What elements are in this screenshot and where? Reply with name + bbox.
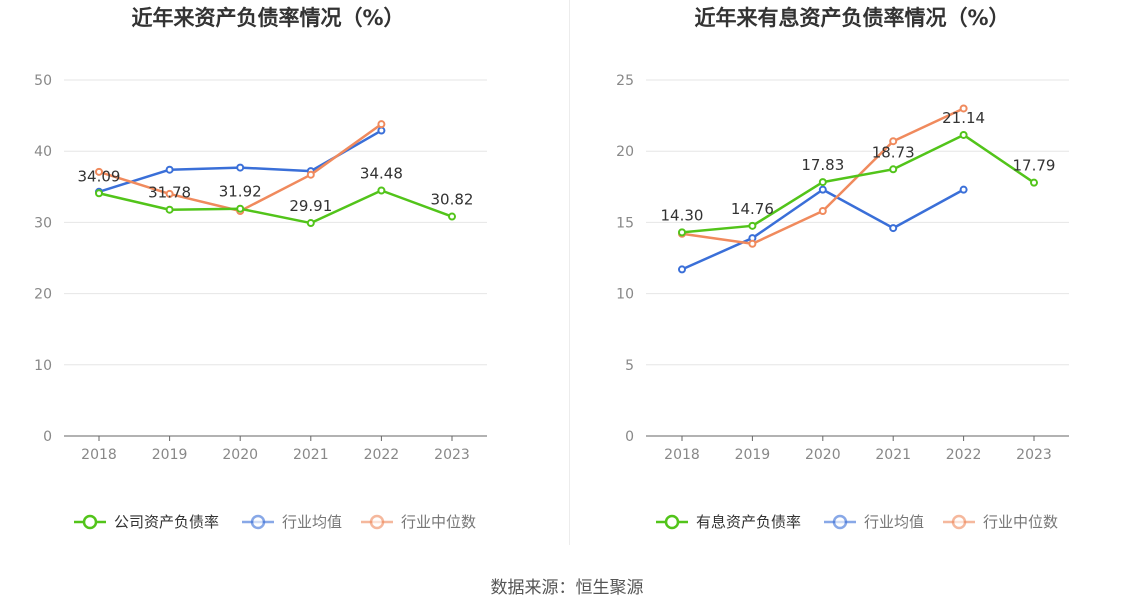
chart1-series-point-1 xyxy=(236,204,245,213)
chart1-legend-label-1: 公司资产负债率 xyxy=(114,513,219,531)
chart2-x-tick-label: 2022 xyxy=(946,447,982,463)
chart1-y-tick-label: 50 xyxy=(34,73,52,89)
chart1-series-point-3 xyxy=(95,167,103,176)
chart2-series-line-3 xyxy=(681,107,965,246)
chart2-series-point-1 xyxy=(678,228,686,237)
panel-divider xyxy=(569,0,570,545)
chart1-series-point-1 xyxy=(377,186,386,195)
chart2-y-tick-label: 5 xyxy=(625,358,634,374)
chart1-series-line-1 xyxy=(98,189,453,225)
chart1-x-tick-label: 2023 xyxy=(434,447,470,463)
chart2-series-point-2 xyxy=(959,185,968,194)
chart1-series-point-2 xyxy=(236,163,245,172)
chart2-data-label: 17.83 xyxy=(801,156,844,174)
chart1-series-point-3 xyxy=(377,120,386,129)
chart2-series-line-1 xyxy=(681,133,1035,234)
chart1-legend-marker-2 xyxy=(250,514,266,530)
chart2-series-point-2 xyxy=(889,224,898,233)
chart1-y-tick-label: 40 xyxy=(34,144,52,160)
chart1-data-label: 34.48 xyxy=(360,165,403,183)
chart2-series-point-1 xyxy=(959,130,968,139)
chart1-x-tick-label: 2021 xyxy=(293,447,329,463)
chart1-y-tick-label: 0 xyxy=(43,429,52,445)
chart2-y-tick-label: 20 xyxy=(616,144,634,160)
chart2-y-tick-label: 0 xyxy=(625,429,634,445)
chart1-series-point-2 xyxy=(165,165,174,174)
chart1-series-point-1 xyxy=(95,189,103,198)
chart1-legend-label-2: 行业均值 xyxy=(282,513,342,531)
chart1-y-tick-label: 20 xyxy=(34,287,52,303)
chart2-series-point-2 xyxy=(678,265,686,274)
chart2-legend-marker-1 xyxy=(664,514,680,530)
chart2-data-label: 17.79 xyxy=(1013,157,1056,175)
chart1-legend-marker-1 xyxy=(82,514,98,530)
chart1-legend-marker-3 xyxy=(369,514,385,530)
chart1-series-point-3 xyxy=(165,189,174,198)
chart2-series-point-3 xyxy=(889,137,898,146)
chart1-data-label: 31.78 xyxy=(148,184,191,202)
chart2-data-label: 18.73 xyxy=(872,143,915,161)
chart2-x-tick-label: 2019 xyxy=(735,447,771,463)
chart1-data-label: 30.82 xyxy=(431,191,474,209)
chart1-x-tick-label: 2018 xyxy=(81,447,117,463)
chart2-legend-marker-3 xyxy=(951,514,967,530)
chart2-series-point-1 xyxy=(889,165,898,174)
chart1-y-tick-label: 30 xyxy=(34,215,52,231)
chart2-series-point-3 xyxy=(748,239,757,248)
chart1-x-tick-label: 2020 xyxy=(222,447,258,463)
chart2-series-point-2 xyxy=(818,185,827,194)
chart2-data-label: 14.76 xyxy=(731,200,774,218)
chart1-x-tick-label: 2022 xyxy=(364,447,400,463)
chart2-legend-label-2: 行业均值 xyxy=(864,513,924,531)
chart2-y-tick-label: 25 xyxy=(616,73,634,89)
chart2-x-tick-label: 2021 xyxy=(875,447,911,463)
chart1-series-point-2 xyxy=(377,126,386,135)
chart1-x-tick-label: 2019 xyxy=(152,447,188,463)
chart2-legend-marker-2 xyxy=(832,514,848,530)
chart2-legend-label-3: 行业中位数 xyxy=(983,513,1058,531)
source-text: 数据来源：恒生聚源 xyxy=(490,578,644,598)
chart2-data-label: 21.14 xyxy=(942,109,985,127)
chart2-x-tick-label: 2020 xyxy=(805,447,841,463)
chart2-x-tick-label: 2023 xyxy=(1016,447,1052,463)
chart1-data-label: 31.92 xyxy=(219,183,262,201)
chart2-series-point-1 xyxy=(748,221,757,230)
chart2-series-point-1 xyxy=(818,178,827,187)
chart2-x-tick-label: 2018 xyxy=(664,447,700,463)
chart1-legend-label-3: 行业中位数 xyxy=(401,513,476,531)
chart1-data-label: 29.91 xyxy=(289,197,332,215)
chart1-series-point-1 xyxy=(165,205,174,214)
chart2-series-point-1 xyxy=(1030,178,1038,187)
chart1-series-point-3 xyxy=(306,170,315,179)
chart1-y-tick-label: 10 xyxy=(34,358,52,374)
chart2-y-tick-label: 15 xyxy=(616,215,634,231)
chart2-title: 近年来有息资产负债率情况（%） xyxy=(694,6,1009,30)
chart2-series-point-3 xyxy=(959,104,968,113)
chart2-data-label: 14.30 xyxy=(661,206,704,224)
chart2-series-point-3 xyxy=(818,207,827,216)
chart2-legend-label-1: 有息资产负债率 xyxy=(696,513,801,531)
chart2-y-tick-label: 10 xyxy=(616,287,634,303)
chart1-series-point-1 xyxy=(448,212,456,221)
chart1-title: 近年来资产负债率情况（%） xyxy=(131,6,404,30)
chart1-series-point-1 xyxy=(306,219,315,228)
chart1-data-label: 34.09 xyxy=(78,167,121,185)
